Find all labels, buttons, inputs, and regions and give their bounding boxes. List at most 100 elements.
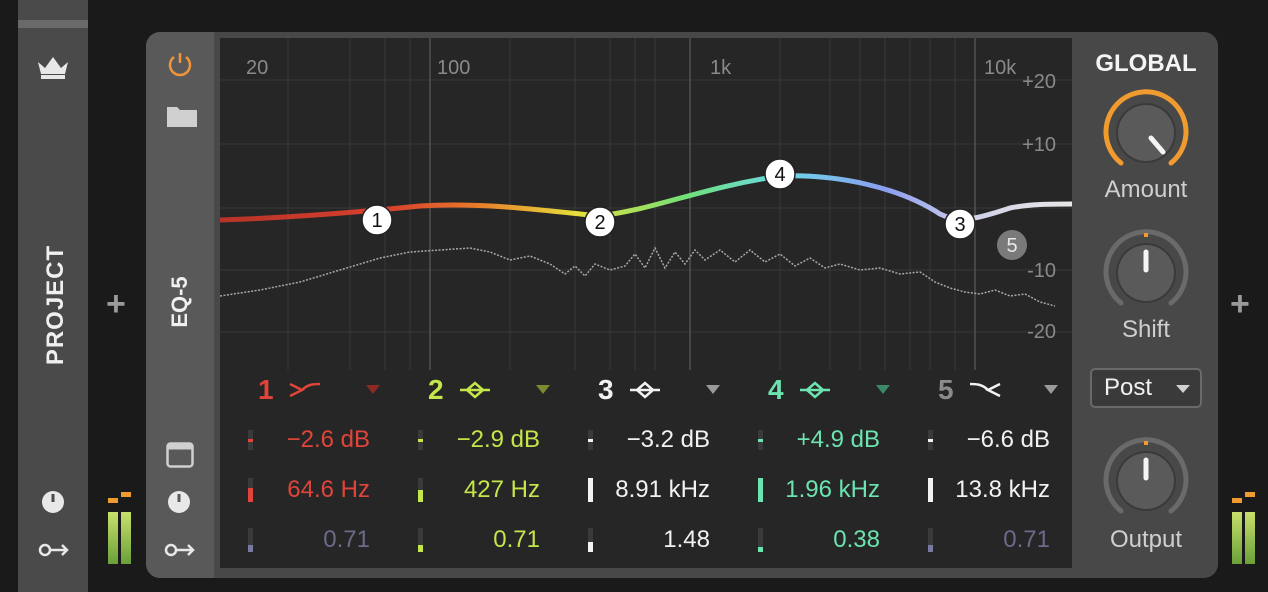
band-1-menu-arrow[interactable] (366, 385, 380, 394)
band-3-freq[interactable]: 8.91 kHz (615, 476, 710, 503)
band-2-node: 2 (584, 206, 616, 238)
band-5-gain[interactable]: −6.6 dB (966, 426, 1050, 453)
device-routing-icon[interactable] (164, 540, 196, 560)
crown-icon[interactable] (36, 54, 70, 80)
band-1-q[interactable]: 0.71 (323, 526, 370, 553)
folder-icon[interactable] (166, 104, 198, 128)
band-3-menu-arrow[interactable] (706, 385, 720, 394)
band-2-number: 2 (428, 374, 444, 405)
band-3-q[interactable]: 1.48 (663, 526, 710, 553)
device-name: EQ-5 (167, 276, 192, 328)
band-2-header[interactable]: 2 (428, 373, 492, 407)
band-3-freq-mini-meter (588, 478, 593, 502)
power-icon[interactable] (166, 50, 194, 78)
band-1-number: 1 (258, 374, 274, 405)
band-5-gain-mini-meter (928, 430, 933, 450)
freq-label-10k: 10k (984, 57, 1017, 79)
svg-text:5: 5 (1006, 235, 1017, 257)
svg-text:3: 3 (954, 214, 965, 236)
db-label-plus20: +20 (1022, 71, 1056, 93)
project-track-strip: PROJECT (18, 0, 88, 592)
svg-text:4: 4 (774, 164, 785, 186)
band-5-freq-mini-meter (928, 478, 933, 502)
project-label: PROJECT (42, 244, 69, 366)
freq-label-100: 100 (437, 57, 470, 79)
band-3-number: 3 (598, 374, 614, 405)
band-1-node: 1 (361, 204, 393, 236)
timer-icon[interactable] (41, 490, 65, 514)
band-1-freq-mini-meter (248, 478, 253, 502)
band-4-gain-mini-meter (758, 430, 763, 450)
device-sidebar: EQ-5 (146, 32, 214, 578)
band-4-freq[interactable]: 1.96 kHz (785, 476, 880, 503)
spectrum-line (220, 246, 1056, 307)
strip-top-bar (18, 20, 88, 28)
eq-display: 1 2 4 3 5 20 100 1k 10k +20 +10 -10 -20 … (220, 38, 1072, 568)
band-4-q[interactable]: 0.38 (833, 526, 880, 553)
band-4-freq-mini-meter (758, 478, 763, 502)
modulator-timer-icon[interactable] (167, 490, 191, 514)
svg-text:2: 2 (594, 212, 605, 234)
band-2-q[interactable]: 0.71 (493, 526, 540, 553)
band-5-q-mini-meter (928, 528, 933, 552)
band-3-q-mini-meter (588, 528, 593, 552)
eq-curve (220, 173, 1072, 223)
band-4-gain[interactable]: +4.9 dB (796, 426, 880, 453)
band-2-gain-mini-meter (418, 430, 423, 450)
band-1-gain[interactable]: −2.6 dB (286, 426, 370, 453)
band-5-node: 5 (997, 230, 1027, 260)
band-1-header[interactable]: 1 (258, 373, 322, 407)
bell-icon (800, 381, 830, 399)
band-2-freq[interactable]: 427 Hz (463, 476, 540, 503)
band-1-freq[interactable]: 64.6 Hz (287, 476, 370, 503)
routing-key-icon[interactable] (38, 540, 70, 560)
mode-select[interactable]: Post (1090, 368, 1202, 408)
output-level-meter (1232, 490, 1258, 564)
band-3-node: 3 (944, 208, 976, 240)
eq-graph[interactable]: 1 2 4 3 5 20 100 1k 10k +20 +10 -10 -20 (220, 38, 1072, 370)
band-3-gain-mini-meter (588, 430, 593, 450)
band-4-number: 4 (768, 374, 784, 405)
db-label-minus20: -20 (1027, 321, 1056, 343)
amount-label: Amount (1104, 176, 1188, 203)
mode-select-value: Post (1104, 374, 1153, 401)
bell-icon (630, 381, 660, 399)
band-5-menu-arrow[interactable] (1044, 385, 1058, 394)
band-5-q[interactable]: 0.71 (1003, 526, 1050, 553)
band-header-row: 1 2 3 4 5 (220, 373, 1072, 407)
band-2-menu-arrow[interactable] (536, 385, 550, 394)
band-2-q-mini-meter (418, 528, 423, 552)
output-label: Output (1109, 526, 1183, 553)
freq-label-1k: 1k (710, 57, 732, 79)
svg-text:1: 1 (371, 210, 382, 232)
input-level-meter (108, 490, 134, 564)
global-title: GLOBAL (1095, 50, 1197, 77)
output-knob[interactable] (1101, 436, 1191, 526)
band-3-header[interactable]: 3 (598, 373, 662, 407)
band-3-gain[interactable]: −3.2 dB (626, 426, 710, 453)
bell-icon (460, 381, 490, 399)
band-4-q-mini-meter (758, 528, 763, 552)
band-2-gain[interactable]: −2.9 dB (456, 426, 540, 453)
band-4-menu-arrow[interactable] (876, 385, 890, 394)
window-icon[interactable] (166, 442, 194, 468)
band-5-freq[interactable]: 13.8 kHz (955, 476, 1050, 503)
add-device-right-icon[interactable]: + (1230, 285, 1250, 323)
global-panel: GLOBAL Amount Shift Post Output (1080, 38, 1212, 568)
band-5-number: 5 (938, 374, 954, 405)
db-label-plus10: +10 (1022, 134, 1056, 156)
shift-label: Shift (1121, 316, 1171, 343)
band-4-header[interactable]: 4 (768, 373, 832, 407)
amount-knob[interactable] (1101, 88, 1191, 178)
band-5-header[interactable]: 5 (938, 373, 1002, 407)
high-cut-icon (969, 382, 1001, 398)
band-1-gain-mini-meter (248, 430, 253, 450)
low-cut-icon (289, 382, 321, 398)
add-device-left-icon[interactable]: + (106, 285, 126, 323)
shift-knob[interactable] (1101, 228, 1191, 318)
freq-label-20: 20 (246, 57, 268, 79)
chevron-down-icon (1176, 385, 1190, 393)
band-1-q-mini-meter (248, 528, 253, 552)
band-2-freq-mini-meter (418, 478, 423, 502)
db-label-minus10: -10 (1027, 260, 1056, 282)
